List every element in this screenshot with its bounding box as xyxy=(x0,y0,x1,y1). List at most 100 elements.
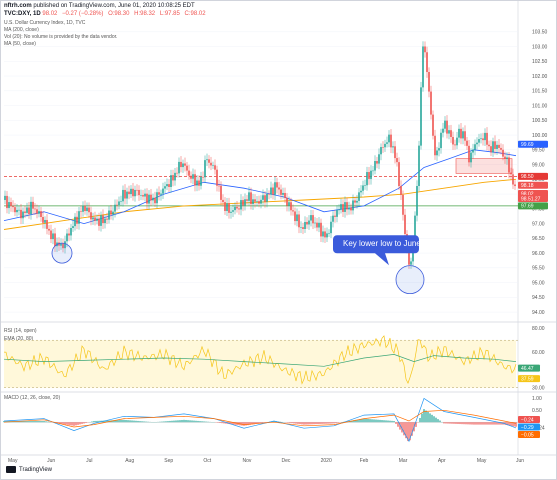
candle-body xyxy=(338,209,340,211)
macd-bar xyxy=(415,422,417,427)
macd-bar xyxy=(221,422,223,424)
rsi-tag-label: 37.59 xyxy=(521,376,534,382)
price-tick-label: 98.50 xyxy=(532,177,545,183)
candle-body xyxy=(426,52,428,73)
macd-bar xyxy=(515,422,517,427)
macd-bar xyxy=(439,420,441,423)
rsi-ema-line xyxy=(3,354,517,367)
candle-body xyxy=(416,185,418,216)
candle-body xyxy=(148,194,150,204)
candle-body xyxy=(92,217,94,220)
macd-bar xyxy=(409,422,411,441)
macd-histogram xyxy=(3,409,517,442)
candle-body xyxy=(356,200,358,203)
macd-bar xyxy=(31,421,33,423)
date-tick-label: 2020 xyxy=(321,458,332,464)
macd-bar xyxy=(133,420,135,423)
candle-body xyxy=(118,201,120,206)
date-tick-label: Jun xyxy=(47,458,55,464)
candle-body xyxy=(328,233,330,234)
macd-bar xyxy=(307,422,309,425)
candle-body xyxy=(122,189,124,202)
rsi-title: RSI (14, open) xyxy=(4,328,37,334)
candle-body xyxy=(456,137,458,146)
price-tick-label: 101.50 xyxy=(532,89,548,95)
candle-body xyxy=(434,135,436,156)
macd-bar xyxy=(443,422,445,424)
rsi-line xyxy=(3,335,517,385)
macd-bar xyxy=(29,421,31,423)
candle-body xyxy=(68,233,70,236)
candle-body xyxy=(398,162,400,187)
macd-bar xyxy=(325,422,327,424)
price-tick-label: 99.00 xyxy=(532,162,545,168)
macd-bar xyxy=(5,421,7,423)
candle-body xyxy=(90,212,92,220)
macd-bar xyxy=(225,422,227,424)
macd-bar xyxy=(381,420,383,423)
price-tick-label: 103.00 xyxy=(532,44,548,50)
macd-bar xyxy=(331,422,333,424)
candle-body xyxy=(358,192,360,201)
candle-body xyxy=(386,142,388,144)
candle-body xyxy=(52,233,54,240)
candle-body xyxy=(296,214,298,222)
candle-body xyxy=(388,134,390,143)
macd-bar xyxy=(469,422,471,425)
macd-tag: −0.05 xyxy=(518,430,540,438)
macd-bar xyxy=(361,418,363,423)
candle-body xyxy=(228,203,230,213)
macd-tag-bg xyxy=(518,430,540,438)
candle-body xyxy=(38,211,40,214)
macd-bar xyxy=(429,413,431,423)
candle-body xyxy=(494,141,496,149)
candle-body xyxy=(300,227,302,228)
price-tag: 99.69 xyxy=(518,140,548,148)
macd-bar xyxy=(323,422,325,424)
candle-body xyxy=(40,211,42,217)
candle-body xyxy=(6,195,8,209)
macd-bar xyxy=(257,422,259,424)
candle-body xyxy=(394,146,396,159)
macd-bar xyxy=(187,420,189,423)
candle-body xyxy=(220,185,222,200)
macd-bar xyxy=(455,422,457,424)
macd-bar xyxy=(201,421,203,423)
ohlc-close: C:98.02 xyxy=(184,11,206,17)
candle-body xyxy=(146,193,148,204)
macd-bar xyxy=(411,422,413,436)
candle-body xyxy=(414,215,416,247)
macd-bar xyxy=(491,422,493,425)
macd-bar xyxy=(73,422,75,426)
candle-body xyxy=(390,134,392,148)
candle-body xyxy=(486,132,488,145)
macd-bar xyxy=(419,418,421,423)
candle-body xyxy=(226,203,228,211)
macd-bar xyxy=(385,420,387,423)
candle-body xyxy=(270,187,272,195)
price-tick-label: 96.00 xyxy=(532,251,545,257)
candle-body xyxy=(404,214,406,235)
macd-bar xyxy=(327,422,329,424)
ohlc-low: L:97.85 xyxy=(159,11,180,17)
macd-bar xyxy=(77,422,79,425)
macd-bar xyxy=(135,420,137,423)
macd-bar xyxy=(41,421,43,423)
candle-body xyxy=(478,139,480,143)
rsi-tick-label: 60.00 xyxy=(532,350,545,356)
macd-bar xyxy=(131,420,133,423)
candle-body xyxy=(218,185,220,187)
macd-tick-label: 1.00 xyxy=(532,396,542,402)
june-low-circle xyxy=(51,242,73,264)
date-tick-label: Dec xyxy=(282,458,291,464)
macd-bar xyxy=(459,422,461,425)
date-tick-label: Oct xyxy=(203,458,211,464)
macd-bar xyxy=(121,419,123,423)
candle-body xyxy=(262,195,264,200)
macd-bar xyxy=(509,422,511,426)
macd-bar xyxy=(471,422,473,425)
macd-bar xyxy=(371,419,373,423)
rsi-tag-label: 46.47 xyxy=(521,366,534,372)
price-tag-bg xyxy=(518,202,548,210)
